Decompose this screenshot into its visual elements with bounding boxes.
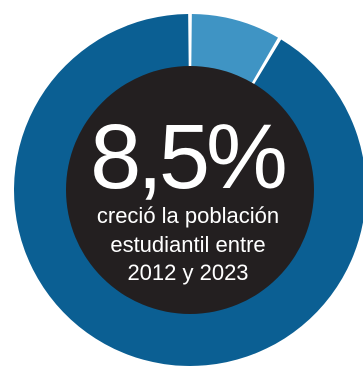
center-value: 8,5% [90,106,285,208]
center-caption-line-1: creció la población [97,203,279,228]
center-caption-line-3: 2012 y 2023 [127,260,248,285]
center-disc [66,66,314,314]
center-caption-line-2: estudiantil entre [110,232,265,257]
